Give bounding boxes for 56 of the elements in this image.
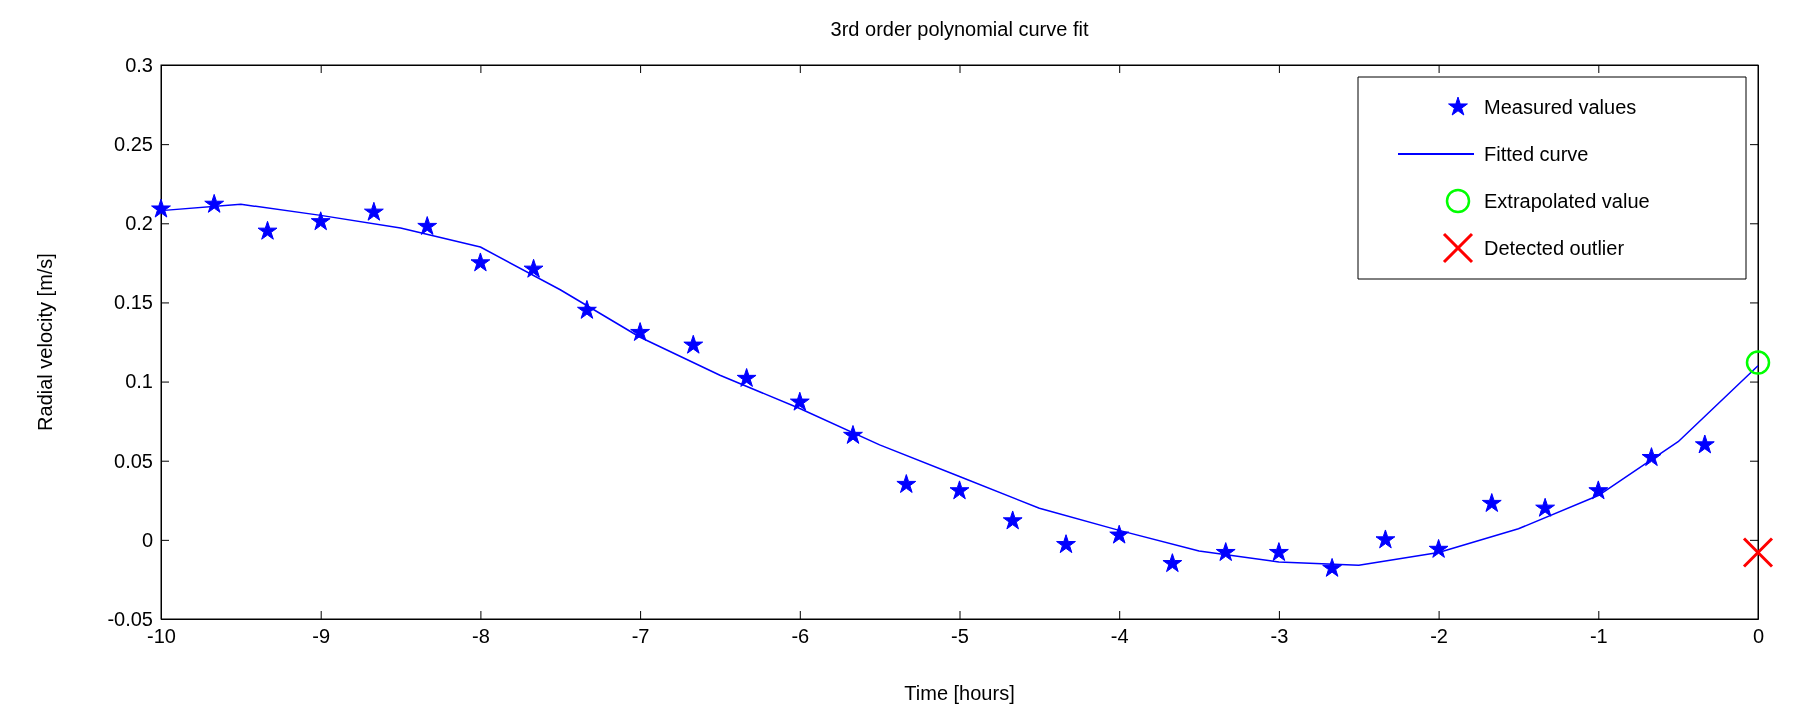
point [1481,493,1502,512]
point [896,474,917,493]
x-tick-label: -6 [791,625,810,648]
point [363,201,384,221]
point [1322,557,1342,577]
legend-label: Measured values [1484,96,1637,118]
point [1162,553,1183,573]
x-tick-label: 0 [1752,625,1765,648]
y-tick-label: 0.3 [125,53,153,76]
x-tick-label: -2 [1430,625,1448,648]
point [1588,480,1609,500]
point [736,368,757,387]
x-tick-label: -5 [951,625,969,648]
point [1268,542,1289,562]
point [151,198,171,218]
point [257,220,278,240]
point [1056,534,1076,554]
x-tick-label: -8 [472,625,490,648]
x-tick-label: -1 [1589,625,1608,648]
point [1641,447,1662,467]
point [1742,537,1774,569]
point [204,193,225,213]
point [1375,529,1396,549]
x-tick-label: -3 [1270,625,1289,648]
point [1109,524,1130,544]
legend-label: Detected outlier [1484,237,1625,259]
y-tick-label: 0.1 [125,370,153,393]
point [523,258,544,278]
x-tick-label: -4 [1110,625,1129,648]
y-tick-label: 0.25 [114,133,153,156]
legend-label: Fitted curve [1484,143,1589,165]
y-tick-label: 0.15 [114,291,153,314]
point [683,334,704,354]
point [1215,542,1236,562]
point [789,391,810,411]
point [1535,497,1556,517]
point [417,216,438,235]
x-tick-label: -7 [631,625,650,648]
x-axis-title: Time [hours] [904,682,1015,704]
point [630,322,651,342]
legend-label: Extrapolated value [1484,190,1650,212]
point [577,299,597,319]
y-tick-label: 0.2 [125,212,153,235]
point [310,211,331,231]
point [949,480,970,500]
point [1745,350,1771,375]
point [843,424,863,444]
point [470,252,491,272]
point [1694,434,1715,454]
x-tick-label: -9 [312,625,331,648]
point [1002,510,1023,530]
y-axis-title: Radial velocity [m/s] [34,253,56,431]
point [1428,538,1449,558]
y-tick-label: 0.05 [114,449,153,472]
chart-title: 3rd order polynomial curve fit [830,18,1089,40]
y-tick-label: 0 [141,528,153,551]
